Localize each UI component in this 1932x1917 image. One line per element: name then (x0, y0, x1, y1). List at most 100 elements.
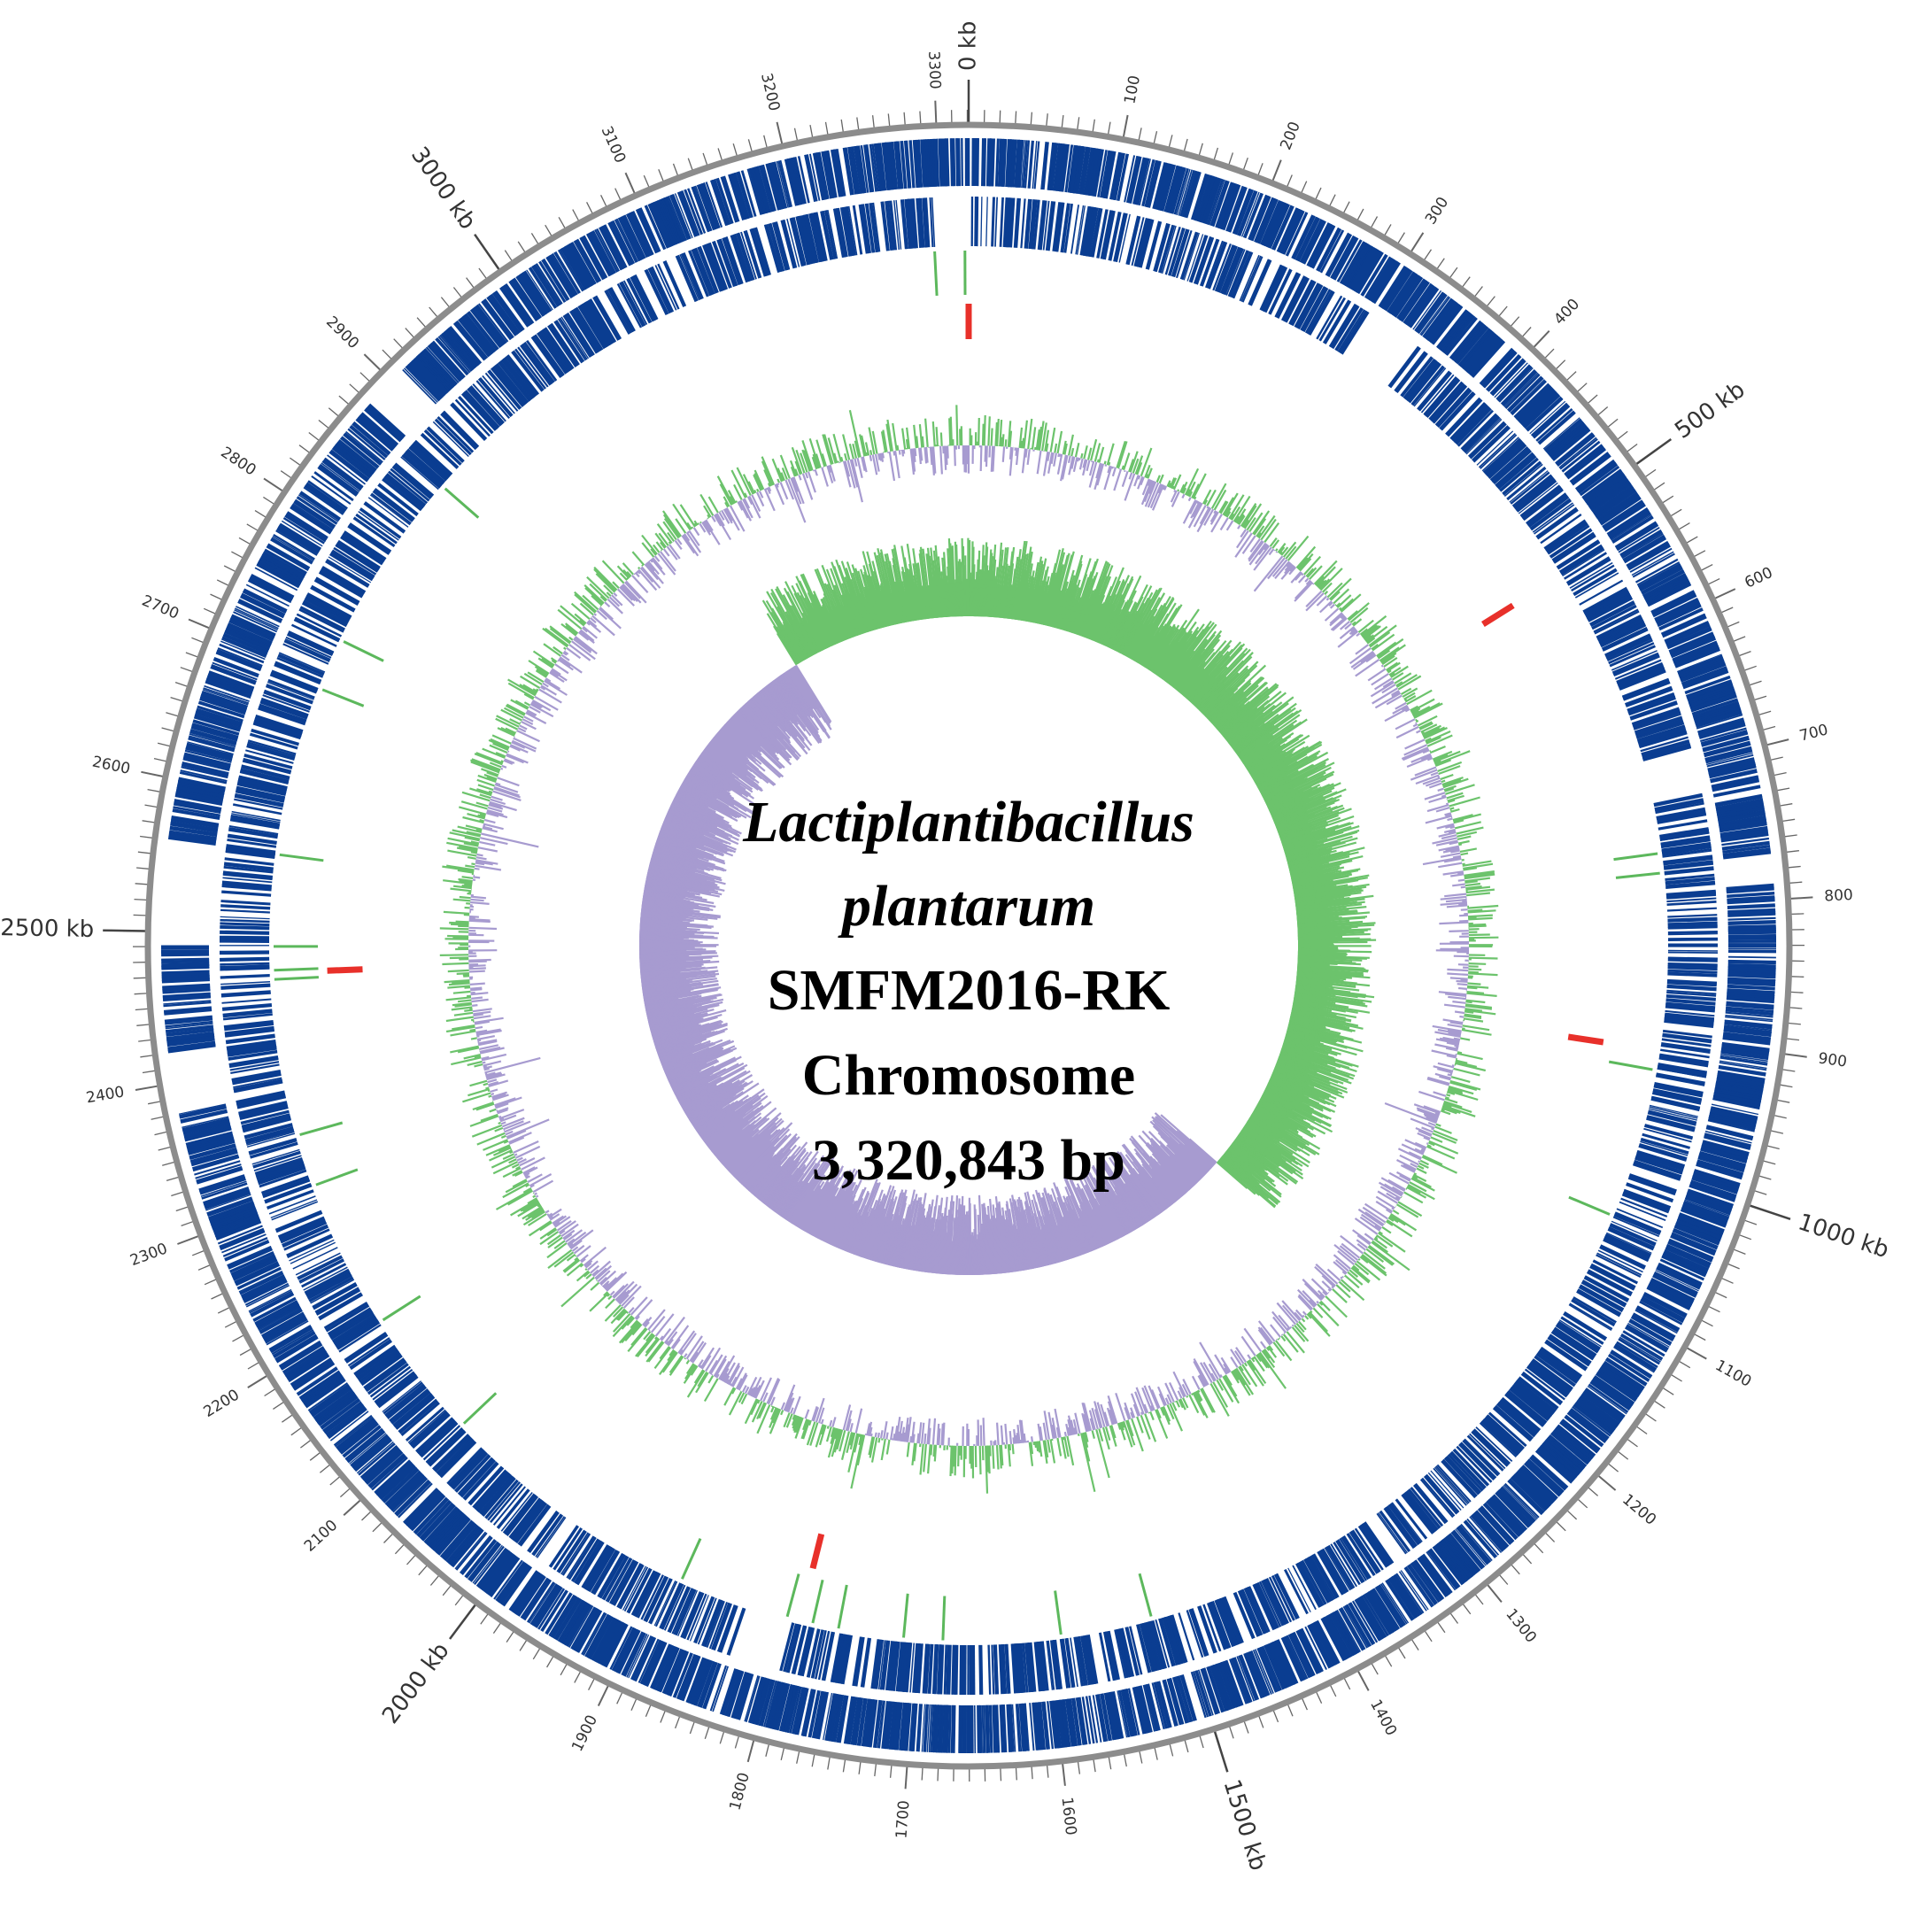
cds-forward (496, 1561, 527, 1603)
cds-reverse (1634, 715, 1683, 734)
cds-reverse (562, 313, 593, 359)
cds-reverse (1410, 1487, 1444, 1527)
trna-feature (1615, 871, 1660, 879)
gc-bar (1453, 1067, 1480, 1077)
minor-tick (1411, 1639, 1419, 1650)
cds-reverse (247, 739, 297, 755)
cds-reverse (243, 1124, 293, 1140)
cds-reverse (1643, 1127, 1692, 1143)
minor-tick (1139, 1751, 1143, 1764)
cds-reverse (1667, 914, 1718, 918)
gc-bar (1181, 493, 1186, 499)
cds-forward (1155, 1681, 1170, 1728)
gc-bar (1457, 839, 1470, 845)
cds-reverse (1555, 1324, 1599, 1354)
cds-forward (1607, 508, 1650, 537)
cds-reverse (301, 601, 348, 628)
minor-tick (811, 1754, 815, 1767)
cds-forward (946, 1704, 950, 1753)
gc-bar (1415, 722, 1418, 725)
gc-bar (1271, 1310, 1289, 1332)
cds-reverse (1330, 1543, 1358, 1588)
cds-reverse (1563, 1310, 1608, 1341)
cds-reverse (336, 539, 381, 570)
cds-forward (1635, 1308, 1679, 1333)
cds-reverse (1379, 1511, 1410, 1553)
cds-reverse (1577, 1288, 1622, 1316)
cds-reverse (1205, 240, 1224, 289)
cds-reverse (1005, 1643, 1011, 1694)
cds-reverse (304, 597, 350, 623)
cds-forward (1710, 769, 1758, 783)
cds-reverse (1054, 202, 1064, 252)
cds-reverse (680, 253, 702, 300)
gc-bar (1395, 718, 1416, 730)
cds-reverse (468, 385, 505, 425)
cds-forward (298, 492, 340, 522)
cds-forward (789, 1686, 802, 1734)
cds-reverse (1472, 1429, 1510, 1466)
scale-label-major: 1500 kb (1217, 1776, 1271, 1874)
cds-forward (1503, 372, 1539, 407)
cds-forward (1266, 1643, 1288, 1689)
cds-forward (877, 143, 885, 191)
cds-forward (1163, 1679, 1179, 1727)
minor-tick (1721, 1278, 1734, 1284)
cds-forward (413, 357, 449, 394)
cds-forward (280, 1343, 323, 1371)
cds-forward (1521, 1465, 1558, 1500)
minor-tick (1487, 296, 1495, 306)
minor-tick (175, 1206, 189, 1212)
cds-forward (1001, 1704, 1005, 1753)
cds-forward (1665, 622, 1711, 645)
cds-reverse (532, 335, 565, 377)
cds-forward (865, 1698, 875, 1747)
cds-forward (187, 741, 234, 755)
cds-forward (172, 809, 220, 820)
minor-tick (153, 757, 166, 762)
minor-tick (1138, 128, 1142, 141)
trna-feature (315, 1168, 359, 1187)
cds-forward (261, 551, 306, 579)
cds-reverse (918, 1643, 923, 1694)
cds-forward (1033, 141, 1040, 189)
cds-reverse (912, 1643, 920, 1693)
cds-forward (1070, 145, 1080, 194)
cds-reverse (1252, 1583, 1275, 1631)
cds-forward (912, 140, 919, 189)
gc-bar (1332, 1288, 1348, 1303)
minor-tick (1371, 1663, 1379, 1675)
gc-bar (1106, 443, 1115, 466)
cds-forward (1342, 242, 1370, 286)
cds-forward (1725, 1014, 1774, 1021)
cds-forward (847, 1697, 858, 1745)
cds-forward (178, 777, 226, 792)
gc-bar (1417, 1164, 1425, 1170)
cds-reverse (783, 1623, 798, 1673)
gc-bar (1391, 1207, 1395, 1210)
cds-reverse (1619, 1201, 1666, 1222)
cds-forward (1571, 454, 1611, 486)
cds-forward (434, 1515, 468, 1553)
cds-forward (296, 497, 337, 525)
cds-forward (324, 1403, 364, 1434)
minor-tick (1398, 1647, 1406, 1659)
cds-forward (1714, 1084, 1763, 1097)
cds-reverse (268, 1195, 316, 1215)
minor-tick (1780, 803, 1793, 807)
cds-reverse (1237, 1589, 1261, 1637)
cds-forward (1445, 1534, 1479, 1574)
minor-tick (1462, 1604, 1472, 1615)
cds-reverse (1324, 1547, 1351, 1591)
cds-forward (317, 1394, 358, 1426)
cds-reverse (453, 1454, 491, 1493)
cds-reverse (1070, 205, 1079, 254)
minor-tick (394, 1544, 405, 1555)
cds-forward (1111, 152, 1124, 200)
cds-forward (944, 1704, 948, 1753)
labeled-tick (1213, 1731, 1229, 1773)
cds-forward (1070, 1697, 1080, 1746)
cds-reverse (643, 1575, 668, 1622)
cds-forward (1368, 1589, 1397, 1633)
